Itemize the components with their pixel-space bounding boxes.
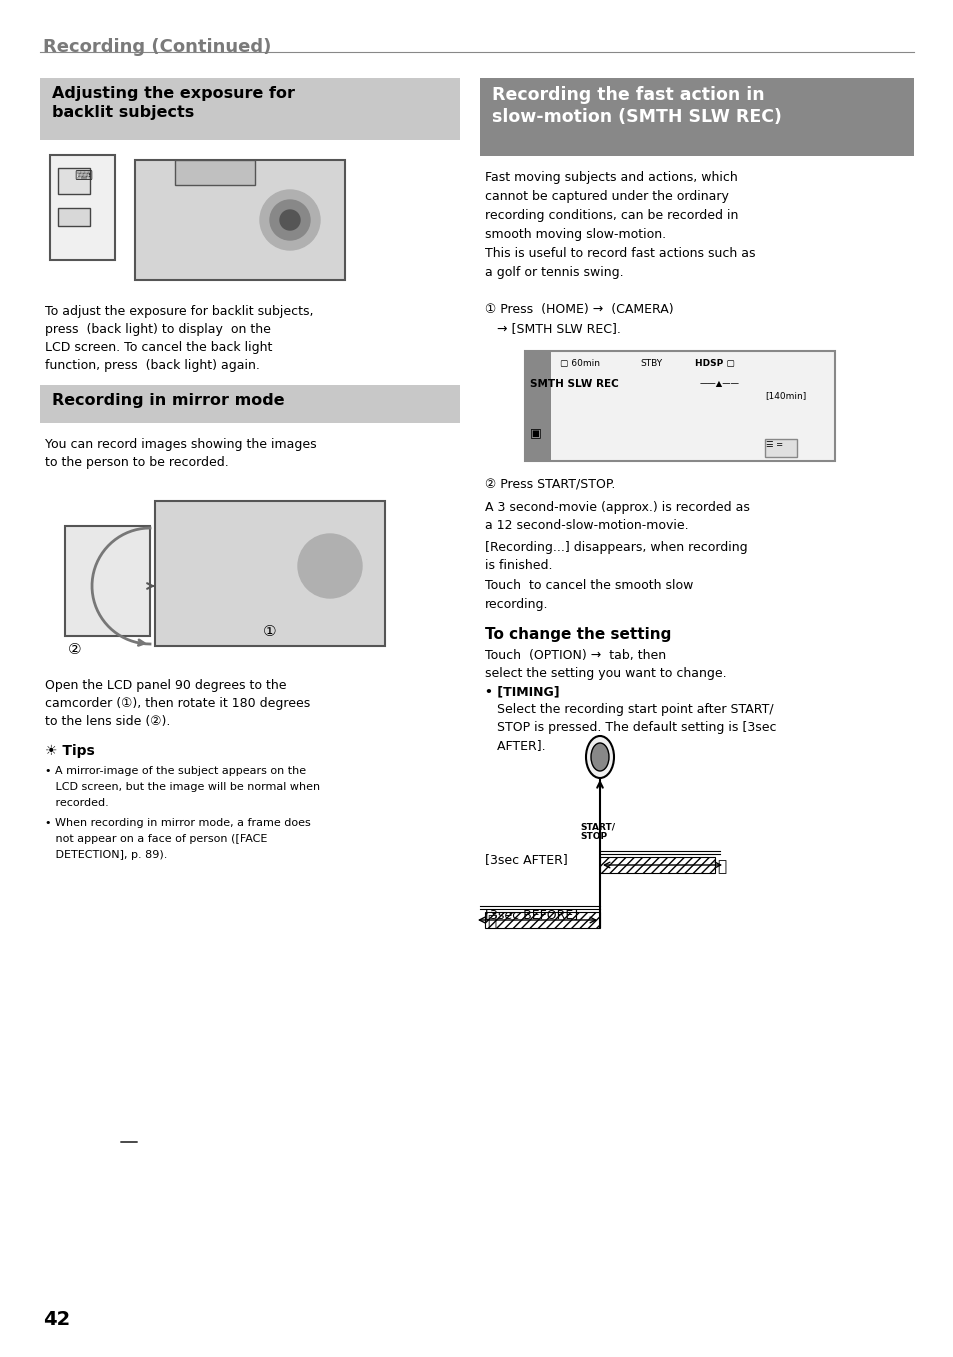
Circle shape <box>297 535 361 598</box>
Text: camcorder (①), then rotate it 180 degrees: camcorder (①), then rotate it 180 degree… <box>45 697 310 710</box>
Text: 🏃: 🏃 <box>486 915 496 930</box>
Text: cannot be captured under the ordinary: cannot be captured under the ordinary <box>484 190 728 204</box>
Circle shape <box>317 554 341 578</box>
Bar <box>135 160 345 280</box>
Bar <box>40 142 459 297</box>
Bar <box>599 858 714 873</box>
Text: LCD screen. To cancel the back light: LCD screen. To cancel the back light <box>45 341 273 354</box>
Bar <box>65 527 150 636</box>
Text: ☀︎ Tips: ☀︎ Tips <box>45 744 94 759</box>
Bar <box>40 77 459 140</box>
Text: This is useful to record fast actions such as: This is useful to record fast actions su… <box>484 247 755 261</box>
Circle shape <box>280 210 299 229</box>
Text: press  (back light) to display  on the: press (back light) to display on the <box>45 323 271 337</box>
Text: LCD screen, but the image will be normal when: LCD screen, but the image will be normal… <box>45 782 320 792</box>
Bar <box>479 77 913 156</box>
Bar <box>484 912 599 928</box>
Text: not appear on a face of person ([FACE: not appear on a face of person ([FACE <box>45 835 267 844</box>
Text: You can record images showing the images: You can record images showing the images <box>45 438 316 451</box>
Bar <box>58 168 90 194</box>
Text: smooth moving slow-motion.: smooth moving slow-motion. <box>484 228 665 242</box>
Text: START/
STOP: START/ STOP <box>579 822 615 841</box>
Text: ——▲——: ——▲—— <box>700 379 740 388</box>
Text: • When recording in mirror mode, a frame does: • When recording in mirror mode, a frame… <box>45 818 311 828</box>
Bar <box>58 208 90 227</box>
Text: ▣: ▣ <box>530 426 541 440</box>
Text: AFTER].: AFTER]. <box>484 740 545 752</box>
Bar <box>764 440 796 457</box>
Text: a 12 second-slow-motion-movie.: a 12 second-slow-motion-movie. <box>484 518 688 532</box>
Text: To adjust the exposure for backlit subjects,: To adjust the exposure for backlit subje… <box>45 305 314 318</box>
Text: → [SMTH SLW REC].: → [SMTH SLW REC]. <box>484 322 620 335</box>
Text: ②: ② <box>68 642 82 657</box>
Text: DETECTION], p. 89).: DETECTION], p. 89). <box>45 849 167 860</box>
Text: • [TIMING]: • [TIMING] <box>484 685 559 697</box>
Bar <box>40 486 459 670</box>
Ellipse shape <box>590 744 608 771</box>
Text: recording conditions, can be recorded in: recording conditions, can be recorded in <box>484 209 738 223</box>
Text: ② Press START/STOP.: ② Press START/STOP. <box>484 479 615 493</box>
Bar <box>524 351 551 461</box>
Text: • A mirror-image of the subject appears on the: • A mirror-image of the subject appears … <box>45 765 306 776</box>
Text: recorded.: recorded. <box>45 798 109 807</box>
Text: Touch  to cancel the smooth slow: Touch to cancel the smooth slow <box>484 579 693 592</box>
Text: a golf or tennis swing.: a golf or tennis swing. <box>484 266 623 280</box>
Text: [3sec AFTER]: [3sec AFTER] <box>484 854 567 866</box>
Text: [Recording...] disappears, when recording: [Recording...] disappears, when recordin… <box>484 541 747 554</box>
Text: Open the LCD panel 90 degrees to the: Open the LCD panel 90 degrees to the <box>45 678 286 692</box>
Text: Fast moving subjects and actions, which: Fast moving subjects and actions, which <box>484 171 737 185</box>
Text: Recording in mirror mode: Recording in mirror mode <box>52 394 284 408</box>
Text: 42: 42 <box>43 1310 71 1329</box>
Text: Touch  (OPTION) →  tab, then: Touch (OPTION) → tab, then <box>484 649 665 662</box>
Text: to the lens side (②).: to the lens side (②). <box>45 715 171 727</box>
Ellipse shape <box>585 735 614 778</box>
Text: HDSP ▢: HDSP ▢ <box>695 360 734 368</box>
Text: 🏃: 🏃 <box>717 859 725 874</box>
Bar <box>154 501 385 646</box>
Text: select the setting you want to change.: select the setting you want to change. <box>484 668 726 680</box>
Bar <box>40 385 459 423</box>
Text: is finished.: is finished. <box>484 559 552 573</box>
Text: SMTH SLW REC: SMTH SLW REC <box>530 379 618 389</box>
Circle shape <box>308 544 352 588</box>
Text: recording.: recording. <box>484 598 548 611</box>
Text: [3sec BEFORE]: [3sec BEFORE] <box>484 908 578 921</box>
Circle shape <box>260 190 319 250</box>
Text: ☰ =: ☰ = <box>765 440 782 449</box>
Text: ⌨: ⌨ <box>74 170 91 183</box>
Text: ① Press  (HOME) →  (CAMERA): ① Press (HOME) → (CAMERA) <box>484 303 673 316</box>
Text: function, press  (back light) again.: function, press (back light) again. <box>45 360 259 372</box>
Bar <box>50 155 115 261</box>
Bar <box>174 160 254 185</box>
Bar <box>524 351 834 461</box>
Text: Select the recording start point after START/: Select the recording start point after S… <box>484 703 773 716</box>
Text: Recording the fast action in
slow-motion (SMTH SLW REC): Recording the fast action in slow-motion… <box>492 85 781 125</box>
Text: Recording (Continued): Recording (Continued) <box>43 38 271 56</box>
Circle shape <box>270 199 310 240</box>
Text: A 3 second-movie (approx.) is recorded as: A 3 second-movie (approx.) is recorded a… <box>484 501 749 514</box>
Text: STOP is pressed. The default setting is [3sec: STOP is pressed. The default setting is … <box>484 721 776 734</box>
Text: [140min]: [140min] <box>764 391 805 400</box>
Text: To change the setting: To change the setting <box>484 627 671 642</box>
Text: ①: ① <box>263 624 276 639</box>
Text: ▢ 60min: ▢ 60min <box>559 360 599 368</box>
Text: STBY: STBY <box>639 360 661 368</box>
Text: to the person to be recorded.: to the person to be recorded. <box>45 456 229 470</box>
Text: Adjusting the exposure for
backlit subjects: Adjusting the exposure for backlit subje… <box>52 85 294 119</box>
